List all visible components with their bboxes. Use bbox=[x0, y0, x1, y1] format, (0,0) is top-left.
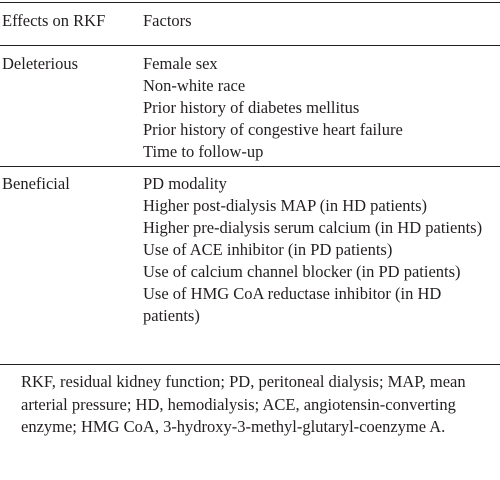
table-top-rule bbox=[0, 2, 500, 3]
group-divider-rule bbox=[0, 166, 500, 167]
effect-beneficial: Beneficial bbox=[2, 174, 70, 193]
factor-item: Female sex bbox=[143, 54, 218, 73]
factor-item: Use of ACE inhibitor (in PD patients) bbox=[143, 240, 393, 259]
effect-deleterious: Deleterious bbox=[2, 54, 79, 73]
factor-item: Use of HMG CoA reductase inhibitor (in H… bbox=[143, 284, 442, 325]
factor-item: Prior history of congestive heart failur… bbox=[143, 120, 403, 139]
factor-item: Higher post-dialysis MAP (in HD patients… bbox=[143, 196, 427, 215]
table-bottom-rule bbox=[0, 364, 500, 365]
factor-item: Non-white race bbox=[143, 76, 246, 95]
header-rule bbox=[0, 45, 500, 46]
table-footnote: RKF, residual kidney function; PD, perit… bbox=[21, 372, 466, 436]
factor-item: Higher pre-dialysis serum calcium (in HD… bbox=[143, 218, 483, 237]
factor-item: PD modality bbox=[143, 174, 227, 193]
column-header-factors: Factors bbox=[143, 11, 192, 30]
deleterious-factor-list: Female sex Non-white race Prior history … bbox=[143, 53, 495, 163]
factor-item: Use of calcium channel blocker (in PD pa… bbox=[143, 262, 461, 281]
beneficial-factor-list: PD modality Higher post-dialysis MAP (in… bbox=[143, 173, 495, 327]
column-header-effects: Effects on RKF bbox=[2, 11, 106, 30]
factor-item: Time to follow-up bbox=[143, 142, 264, 161]
factor-item: Prior history of diabetes mellitus bbox=[143, 98, 360, 117]
